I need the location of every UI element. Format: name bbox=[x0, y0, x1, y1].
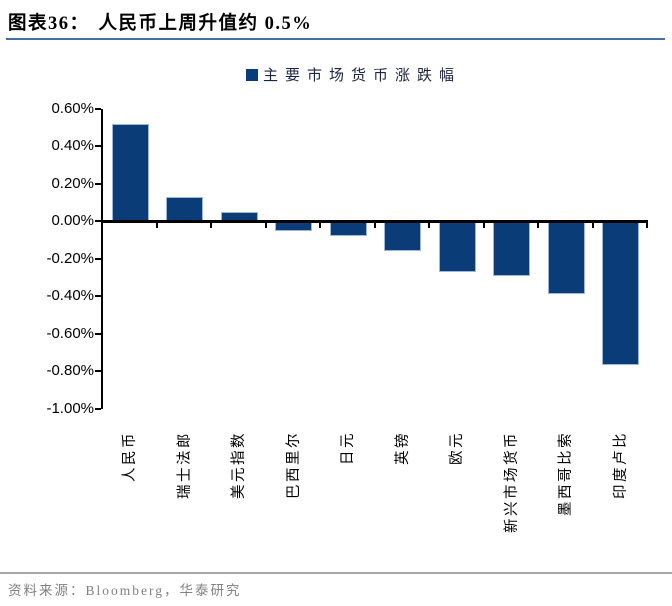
x-axis-label-6: 英镑 bbox=[394, 431, 411, 465]
chart-bar-7 bbox=[438, 221, 476, 272]
x-axis-label-9: 墨西哥比索 bbox=[558, 431, 575, 516]
y-axis-tick-9 bbox=[95, 407, 101, 410]
x-axis-tick-6 bbox=[428, 222, 430, 228]
x-axis-tick-8 bbox=[537, 222, 539, 228]
y-axis-tick-label-9: -1.00% bbox=[46, 399, 94, 417]
y-axis-tick-8 bbox=[95, 370, 101, 373]
y-axis-tick-5 bbox=[95, 257, 101, 260]
figure-header: 图表36： 人民币上周升值约 0.5% bbox=[8, 9, 312, 35]
y-axis-tick-label-7: -0.60% bbox=[46, 324, 94, 342]
x-axis-tick-9 bbox=[591, 222, 594, 228]
y-axis-tick-label-8: -0.80% bbox=[46, 362, 94, 380]
legend-marker bbox=[246, 68, 258, 81]
x-axis-tick-1 bbox=[155, 222, 158, 228]
y-axis-tick-label-5: -0.20% bbox=[46, 249, 94, 267]
x-axis-tick-2 bbox=[210, 222, 212, 228]
y-axis-line bbox=[101, 109, 103, 409]
legend-label: 主要市场货币涨跌幅 bbox=[263, 68, 462, 84]
chart-bar-4 bbox=[275, 221, 313, 231]
y-axis-tick-6 bbox=[95, 295, 101, 298]
y-axis-tick-label-1: 0.60% bbox=[51, 100, 94, 117]
y-axis-tick-3 bbox=[95, 182, 101, 185]
x-axis-label-2: 瑞士法郎 bbox=[176, 431, 193, 499]
x-axis-label-4: 巴西里尔 bbox=[285, 431, 302, 499]
chart-bar-10 bbox=[602, 221, 640, 366]
y-axis-tick-label-2: 0.40% bbox=[51, 137, 94, 155]
y-axis-tick-2 bbox=[95, 145, 101, 148]
figure-label: 图表36： bbox=[8, 14, 90, 34]
x-axis-tick-7 bbox=[482, 222, 485, 228]
x-axis-tick-4 bbox=[319, 222, 321, 228]
page-title: 人民币上周升值约 0.5% bbox=[98, 14, 313, 34]
y-axis-tick-1 bbox=[95, 108, 101, 110]
x-axis-label-8: 新兴市场货币 bbox=[503, 431, 520, 533]
chart-bar-5 bbox=[329, 221, 367, 237]
x-axis-line bbox=[101, 220, 648, 223]
x-axis-label-7: 欧元 bbox=[449, 431, 466, 465]
title-underline bbox=[6, 38, 665, 40]
footer-divider bbox=[0, 572, 672, 574]
x-axis-tick-10 bbox=[646, 222, 648, 228]
chart-bar-9 bbox=[547, 221, 585, 295]
x-axis-label-10: 印度卢比 bbox=[612, 431, 629, 499]
x-axis-tick-3 bbox=[264, 222, 267, 228]
chart-bar-8 bbox=[493, 221, 531, 276]
y-axis-tick-label-4: 0.00% bbox=[51, 212, 94, 230]
chart-legend: 主要市场货币涨跌幅 bbox=[246, 67, 462, 84]
x-axis-label-1: 人民币 bbox=[122, 431, 139, 482]
y-axis-tick-label-6: -0.40% bbox=[46, 287, 94, 305]
x-axis-tick-5 bbox=[373, 222, 376, 228]
y-axis-tick-label-3: 0.20% bbox=[51, 174, 94, 192]
x-axis-label-5: 日元 bbox=[340, 431, 357, 465]
chart-bar-1 bbox=[111, 123, 149, 222]
y-axis-tick-7 bbox=[95, 332, 101, 335]
chart-bar-2 bbox=[166, 196, 204, 222]
x-axis-label-3: 美元指数 bbox=[231, 431, 248, 499]
y-axis-tick-4 bbox=[95, 220, 101, 223]
source-text: 资料来源：Bloomberg，华泰研究 bbox=[8, 583, 242, 598]
chart-bar-6 bbox=[384, 221, 422, 252]
